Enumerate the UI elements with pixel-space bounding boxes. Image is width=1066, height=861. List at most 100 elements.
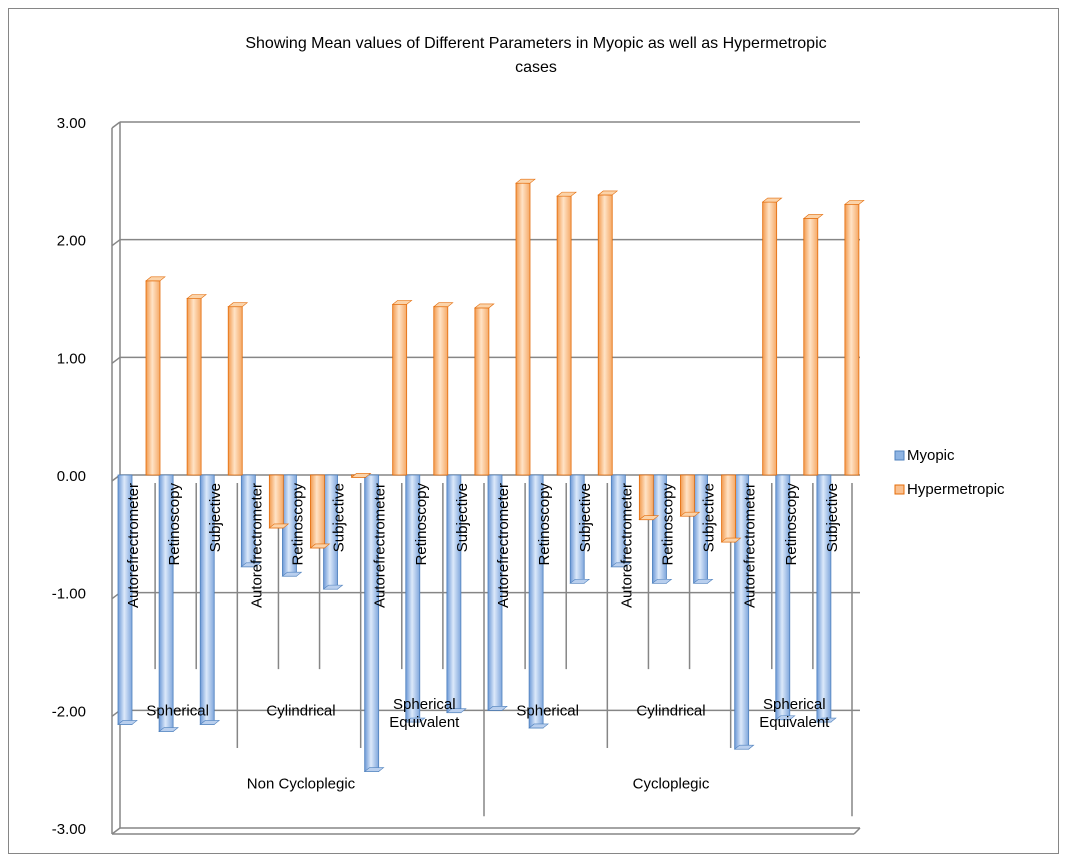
subgroup-label: Spherical [393, 696, 456, 713]
bar-cap-hypermetropic [802, 214, 824, 219]
gridline-depth [111, 121, 121, 129]
bar-hypermetropic [680, 474, 695, 517]
category-label: Retinoscopy [166, 483, 183, 566]
bar-cap-hypermetropic [268, 523, 290, 529]
category-label: Subjective [454, 483, 471, 552]
bar-cap-myopic [692, 578, 714, 584]
subgroup-label: Cylindrical [266, 702, 335, 719]
bar-hypermetropic [474, 307, 490, 476]
bar-cap-hypermetropic [679, 511, 701, 517]
bar-cap-hypermetropic [145, 276, 166, 282]
category-label: Subjective [577, 483, 594, 552]
group-label: Cycloplegic [633, 775, 710, 792]
bar-cap-myopic [199, 720, 221, 725]
subgroup-label: Equivalent [389, 714, 460, 731]
bar-hypermetropic [186, 298, 202, 476]
group-label: Non Cycloplegic [247, 775, 356, 792]
category-label: Autorefrectrometer [742, 483, 759, 608]
category-label: Subjective [207, 483, 224, 552]
bar-hypermetropic [762, 201, 778, 476]
y-tick-label: -1.00 [52, 586, 86, 603]
bar-cap-myopic [158, 727, 179, 732]
bar-hypermetropic [597, 194, 613, 476]
gridline-depth [111, 239, 121, 247]
category-label: Autorefrectrometer [125, 483, 142, 608]
bar-hypermetropic [433, 306, 449, 476]
plot-area: 3.00 2.00 1.00 0.00 -1.00 -2.00 -3.00 Autorefre… [52, 115, 865, 838]
y-tick-label: 3.00 [57, 115, 86, 132]
bar-cap-myopic [569, 578, 591, 584]
bar-cap-myopic [363, 767, 385, 772]
legend-label-myopic: Myopic [907, 447, 955, 464]
bar-hypermetropic [145, 280, 161, 476]
category-label: Subjective [701, 483, 718, 552]
bar-cap-myopic [610, 562, 632, 568]
bar-cap-myopic [733, 744, 755, 750]
bar-cap-myopic [404, 717, 426, 723]
category-label: Autorefrectrometer [372, 483, 389, 608]
gridline-depth [111, 356, 121, 364]
bar-cap-hypermetropic [638, 515, 660, 521]
bar-cap-myopic [240, 562, 262, 568]
bar-hypermetropic [515, 182, 531, 476]
bar-cap-hypermetropic [474, 303, 495, 309]
bar-cap-hypermetropic [844, 200, 865, 205]
bar-hypermetropic [638, 474, 654, 521]
legend-swatch-hypermetropic [894, 484, 905, 495]
bar-cap-hypermetropic [227, 302, 249, 308]
bar-cap-myopic [774, 715, 796, 721]
legend-label-hypermetropic: Hypermetropic [907, 481, 1005, 498]
bar-cap-hypermetropic [720, 537, 742, 543]
bar-cap-hypermetropic [350, 473, 372, 478]
category-label: Autorefrectrometer [618, 483, 635, 608]
chart-title-line-1: Showing Mean values of Different Paramet… [245, 35, 826, 52]
category-label: Retinoscopy [413, 483, 430, 566]
bar-cap-hypermetropic [597, 190, 619, 196]
bar-hypermetropic [227, 306, 243, 476]
bar-cap-hypermetropic [391, 300, 413, 305]
bar-hypermetropic [803, 218, 819, 476]
category-label: Retinoscopy [659, 483, 676, 566]
bar-cap-hypermetropic [432, 302, 454, 308]
bar-hypermetropic [556, 195, 572, 476]
bar-cap-hypermetropic [309, 543, 331, 549]
floor-right-edge [853, 827, 861, 835]
bar-cap-hypermetropic [556, 191, 577, 197]
bar-cap-myopic [117, 720, 138, 725]
subgroup-label: Spherical [146, 702, 209, 719]
subgroup-label: Spherical [516, 702, 579, 719]
chart-title-line-2: cases [515, 59, 557, 76]
bar-hypermetropic [721, 474, 736, 543]
y-tick-label: 2.00 [57, 233, 86, 250]
bar-cap-myopic [446, 708, 467, 713]
subgroup-label: Equivalent [759, 714, 830, 731]
legend: Myopic Hypermetropic [894, 447, 1005, 498]
category-label: Retinoscopy [536, 483, 553, 566]
bar-hypermetropic [310, 474, 325, 549]
bar-cap-myopic [816, 717, 837, 723]
category-label: Autorefrectrometer [248, 483, 265, 608]
y-tick-label: 1.00 [57, 350, 86, 367]
subgroup-label: Cylindrical [636, 702, 705, 719]
y-tick-label: -3.00 [52, 821, 86, 838]
bar-cap-myopic [322, 584, 344, 590]
y-tick-label: 0.00 [57, 468, 86, 485]
bar-hypermetropic [392, 303, 408, 476]
y-tick-label: -2.00 [52, 703, 86, 720]
category-label: Autorefrectrometer [495, 483, 512, 608]
bar-hypermetropic [268, 474, 284, 529]
subgroup-label: Spherical [763, 696, 826, 713]
bar-cap-hypermetropic [761, 197, 783, 203]
gridline-depth [111, 827, 121, 835]
bar-cap-myopic [281, 571, 303, 577]
category-label: Retinoscopy [289, 483, 306, 566]
category-label: Subjective [331, 483, 348, 552]
category-label: Subjective [824, 483, 841, 552]
bar-cap-hypermetropic [515, 178, 536, 184]
bar-cap-myopic [487, 706, 508, 711]
category-label: Retinoscopy [783, 483, 800, 566]
bar-cap-myopic [651, 578, 673, 584]
bar-cap-myopic [528, 723, 549, 729]
bar-cap-hypermetropic [186, 294, 207, 299]
